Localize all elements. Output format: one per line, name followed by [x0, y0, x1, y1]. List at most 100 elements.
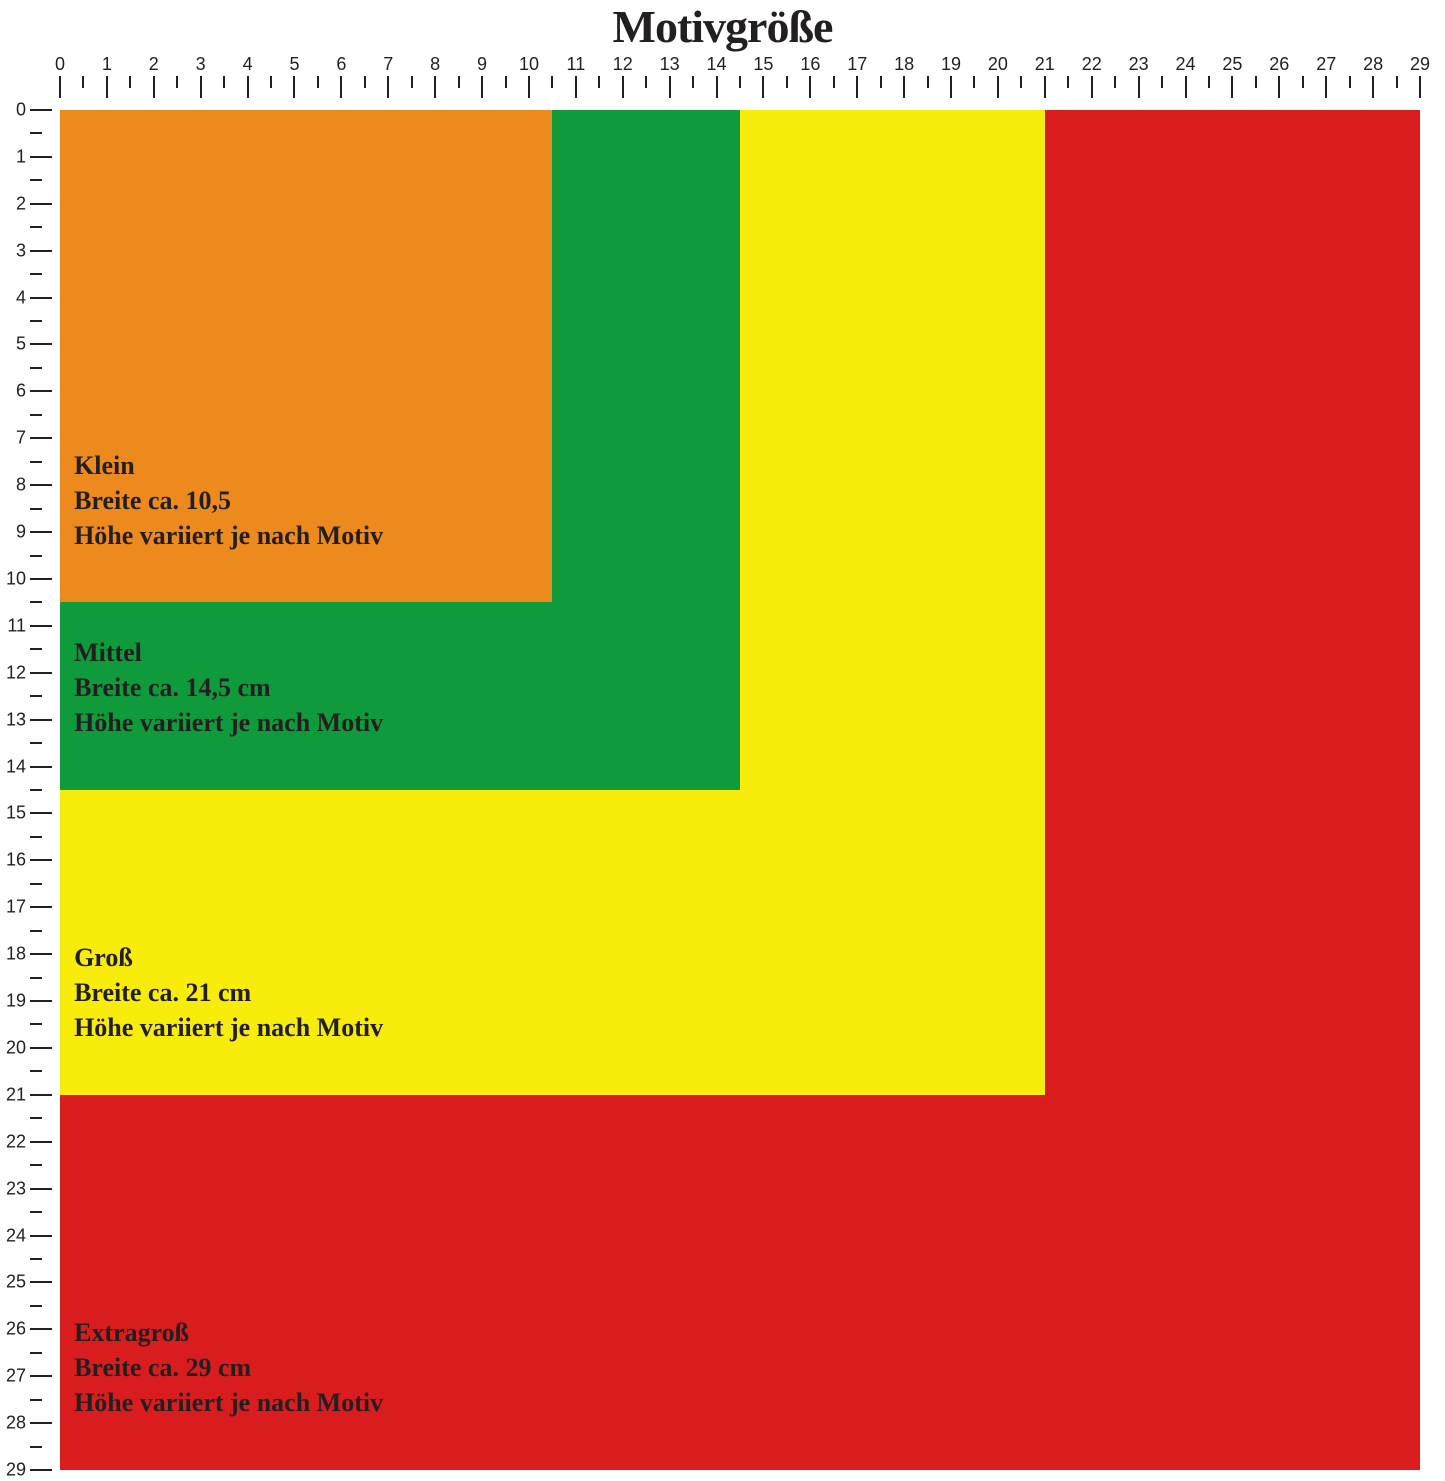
ruler-top-major-tick [856, 76, 858, 98]
ruler-left-minor-tick [30, 1023, 42, 1025]
ruler-top-major-tick [809, 76, 811, 98]
ruler-left-major-tick [30, 1000, 52, 1002]
ruler-left-number: 26 [4, 1319, 26, 1340]
size-label-mittel: MittelBreite ca. 14,5 cmHöhe variiert je… [74, 635, 383, 740]
ruler-top-major-tick [59, 76, 61, 98]
ruler-top-minor-tick [1161, 76, 1163, 88]
ruler-top-major-tick [200, 76, 202, 98]
ruler-top-minor-tick [1208, 76, 1210, 88]
ruler-top-number: 15 [753, 54, 773, 75]
ruler-left-number: 28 [4, 1413, 26, 1434]
ruler-top-number: 22 [1082, 54, 1102, 75]
ruler-left-minor-tick [30, 508, 42, 510]
ruler-left-number: 25 [4, 1272, 26, 1293]
ruler-left-major-tick [30, 250, 52, 252]
ruler-top-major-tick [622, 76, 624, 98]
ruler-left-minor-tick [30, 273, 42, 275]
ruler-left-number: 17 [4, 897, 26, 918]
ruler-left-minor-tick [30, 226, 42, 228]
ruler-top-number: 27 [1316, 54, 1336, 75]
ruler-left-number: 27 [4, 1366, 26, 1387]
ruler-top: 0123456789101112131415161718192021222324… [60, 54, 1420, 110]
ruler-top-major-tick [1138, 76, 1140, 98]
size-label-line: Höhe variiert je nach Motiv [74, 518, 383, 553]
ruler-left-minor-tick [30, 1211, 42, 1213]
ruler-top-number: 25 [1222, 54, 1242, 75]
ruler-left: 0123456789101112131415161718192021222324… [4, 110, 60, 1470]
ruler-left-major-tick [30, 297, 52, 299]
ruler-top-major-tick [669, 76, 671, 98]
ruler-left-minor-tick [30, 414, 42, 416]
ruler-left-number: 0 [4, 100, 26, 121]
ruler-top-minor-tick [1067, 76, 1069, 88]
ruler-left-major-tick [30, 437, 52, 439]
ruler-left-major-tick [30, 109, 52, 111]
ruler-top-number: 5 [289, 54, 299, 75]
ruler-top-minor-tick [551, 76, 553, 88]
ruler-left-minor-tick [30, 836, 42, 838]
ruler-left-number: 7 [4, 428, 26, 449]
ruler-left-number: 13 [4, 709, 26, 730]
ruler-left-minor-tick [30, 1446, 42, 1448]
ruler-top-minor-tick [598, 76, 600, 88]
ruler-left-minor-tick [30, 883, 42, 885]
size-label-line: Breite ca. 10,5 [74, 483, 383, 518]
ruler-top-number: 2 [149, 54, 159, 75]
size-label-line: Extragroß [74, 1315, 383, 1350]
ruler-top-major-tick [1325, 76, 1327, 98]
ruler-top-number: 3 [196, 54, 206, 75]
ruler-left-major-tick [30, 1375, 52, 1377]
ruler-left-number: 8 [4, 475, 26, 496]
ruler-top-minor-tick [973, 76, 975, 88]
ruler-left-major-tick [30, 1469, 52, 1471]
ruler-left-number: 6 [4, 381, 26, 402]
size-label-line: Breite ca. 29 cm [74, 1350, 383, 1385]
ruler-top-minor-tick [833, 76, 835, 88]
ruler-top-major-tick [1185, 76, 1187, 98]
size-label-gross: GroßBreite ca. 21 cmHöhe variiert je nac… [74, 940, 383, 1045]
size-plot: ExtragroßBreite ca. 29 cmHöhe variiert j… [60, 110, 1420, 1470]
ruler-left-major-tick [30, 719, 52, 721]
ruler-top-minor-tick [176, 76, 178, 88]
ruler-left-number: 5 [4, 334, 26, 355]
ruler-top-minor-tick [1302, 76, 1304, 88]
ruler-left-major-tick [30, 1047, 52, 1049]
ruler-top-minor-tick [505, 76, 507, 88]
ruler-top-minor-tick [1114, 76, 1116, 88]
ruler-left-number: 9 [4, 522, 26, 543]
ruler-left-major-tick [30, 343, 52, 345]
ruler-top-number: 21 [1035, 54, 1055, 75]
size-label-klein: KleinBreite ca. 10,5Höhe variiert je nac… [74, 448, 383, 553]
ruler-top-major-tick [340, 76, 342, 98]
ruler-left-number: 22 [4, 1131, 26, 1152]
ruler-top-number: 7 [383, 54, 393, 75]
ruler-left-number: 11 [4, 615, 26, 636]
ruler-left-number: 1 [4, 146, 26, 167]
ruler-top-major-tick [387, 76, 389, 98]
ruler-top-number: 4 [243, 54, 253, 75]
size-label-extragross: ExtragroßBreite ca. 29 cmHöhe variiert j… [74, 1315, 383, 1420]
ruler-top-number: 29 [1410, 54, 1430, 75]
ruler-left-major-tick [30, 953, 52, 955]
ruler-left-minor-tick [30, 601, 42, 603]
size-label-line: Mittel [74, 635, 383, 670]
ruler-top-minor-tick [739, 76, 741, 88]
size-label-line: Höhe variiert je nach Motiv [74, 1385, 383, 1420]
ruler-top-major-tick [528, 76, 530, 98]
ruler-top-minor-tick [692, 76, 694, 88]
ruler-left-major-tick [30, 578, 52, 580]
ruler-top-number: 28 [1363, 54, 1383, 75]
ruler-left-number: 15 [4, 803, 26, 824]
ruler-left-major-tick [30, 1235, 52, 1237]
ruler-top-major-tick [1278, 76, 1280, 98]
ruler-top-major-tick [1231, 76, 1233, 98]
ruler-left-number: 10 [4, 568, 26, 589]
ruler-left-number: 24 [4, 1225, 26, 1246]
ruler-top-number: 12 [613, 54, 633, 75]
ruler-top-minor-tick [458, 76, 460, 88]
ruler-top-minor-tick [645, 76, 647, 88]
ruler-left-minor-tick [30, 1305, 42, 1307]
ruler-top-number: 16 [800, 54, 820, 75]
ruler-left-minor-tick [30, 1164, 42, 1166]
ruler-top-number: 9 [477, 54, 487, 75]
